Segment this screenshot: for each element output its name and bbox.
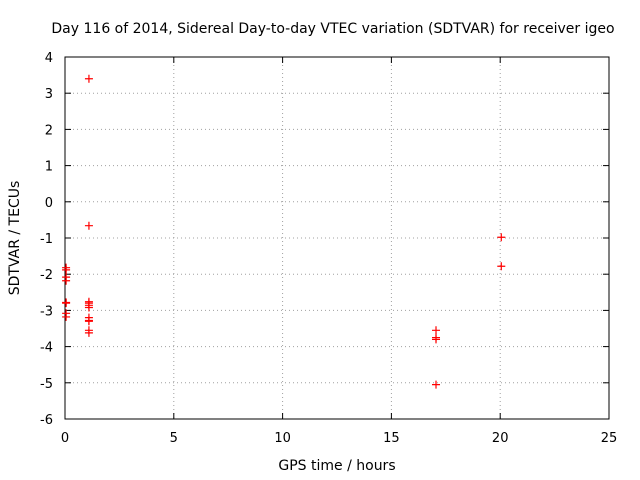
- y-tick-label: -2: [40, 268, 53, 283]
- x-tick-label: 15: [383, 431, 400, 446]
- y-axis-label: SDTVAR / TECUs: [7, 181, 23, 296]
- y-tick-label: 3: [45, 87, 53, 102]
- y-tick-label: 1: [45, 160, 53, 175]
- y-tick-label: -6: [40, 413, 53, 428]
- data-point: [84, 303, 93, 312]
- data-point: [84, 317, 93, 326]
- x-tick-label: 25: [601, 431, 618, 446]
- data-point: [84, 328, 93, 337]
- x-tick-label: 5: [170, 431, 178, 446]
- data-point: [432, 380, 441, 389]
- data-point: [84, 221, 93, 230]
- x-tick-label: 10: [274, 431, 291, 446]
- x-tick-label: 0: [61, 431, 69, 446]
- data-point: [62, 276, 71, 285]
- axis-ticks: 0 5 10 15 20 25 -6 -5 -4 -3 -2 -1 0 1 2 3 4: [40, 51, 617, 446]
- data-point: [84, 74, 93, 83]
- data-point: [62, 299, 71, 308]
- data-points: [62, 74, 506, 389]
- y-tick-label: 2: [45, 123, 53, 138]
- x-tick-label: 20: [492, 431, 509, 446]
- data-point: [62, 312, 71, 321]
- chart-title: Day 116 of 2014, Sidereal Day-to-day VTE…: [51, 21, 614, 37]
- data-point: [497, 233, 506, 242]
- data-point: [432, 335, 441, 344]
- y-tick-label: -5: [40, 377, 53, 392]
- y-tick-label: -1: [40, 232, 53, 247]
- data-point: [432, 326, 441, 335]
- x-axis-label: GPS time / hours: [278, 458, 395, 474]
- y-tick-label: 4: [45, 51, 53, 66]
- y-tick-label: -4: [40, 341, 53, 356]
- data-point: [62, 265, 71, 274]
- y-tick-label: -3: [40, 304, 53, 319]
- y-tick-label: 0: [45, 196, 53, 211]
- grid-lines: [65, 57, 609, 419]
- data-point: [497, 262, 506, 271]
